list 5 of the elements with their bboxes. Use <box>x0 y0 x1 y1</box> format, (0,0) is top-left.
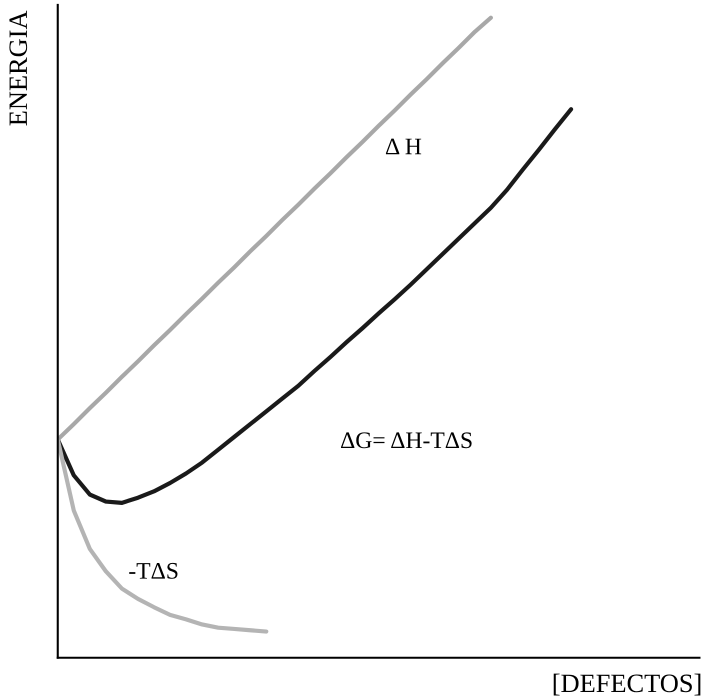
y-axis-title: ENERGIA <box>9 10 28 126</box>
series-label: -TΔS <box>129 562 178 579</box>
series-label: Δ H <box>386 138 422 154</box>
text: ΔG= ΔH-TΔS <box>341 432 472 448</box>
x-axis-title: [DEFECTOS] <box>554 674 700 696</box>
